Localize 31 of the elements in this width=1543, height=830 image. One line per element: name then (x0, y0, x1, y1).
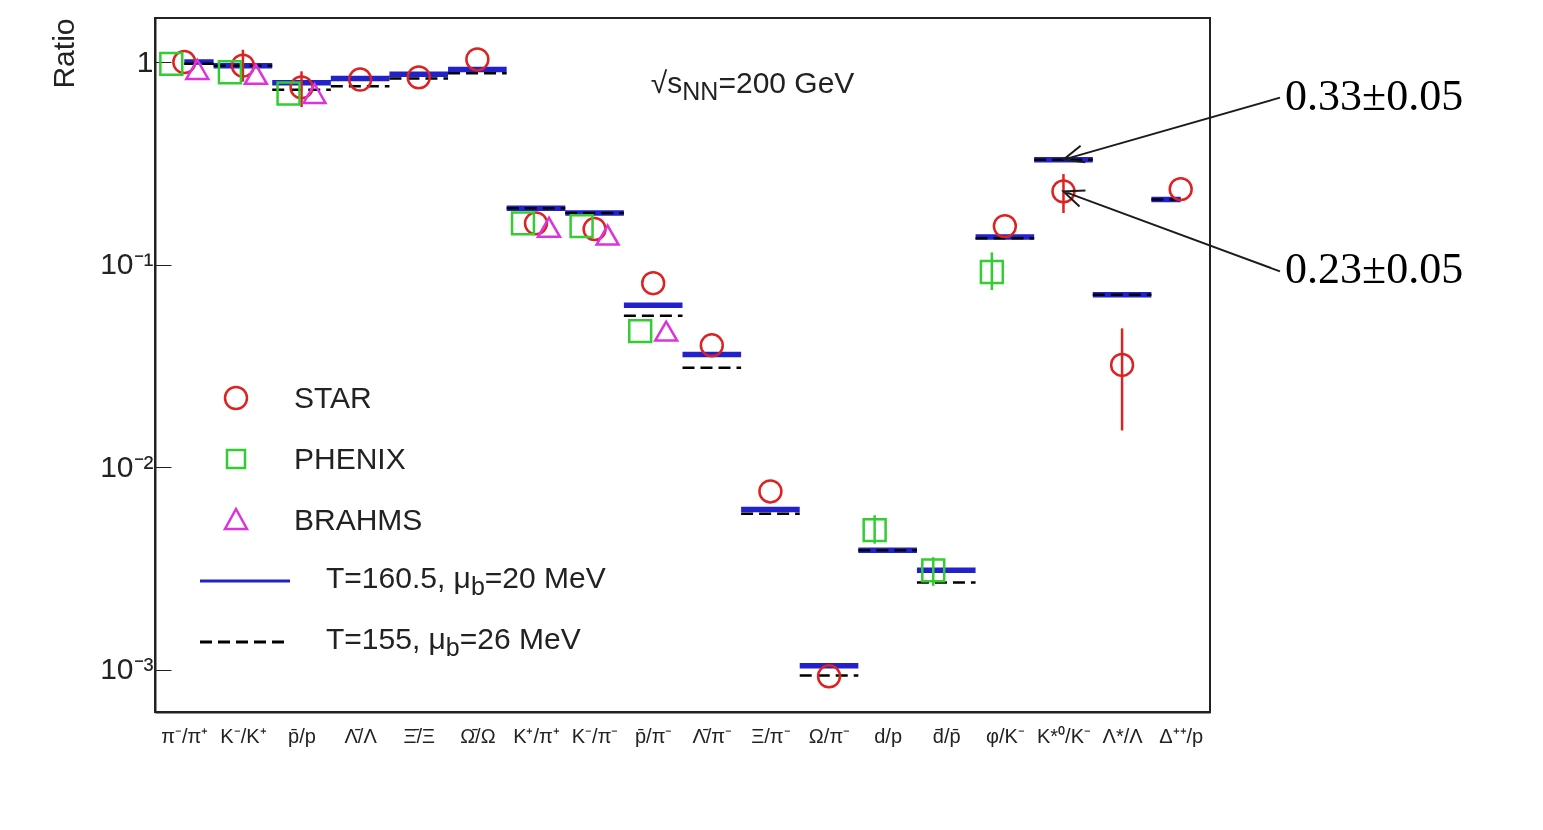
x-tick-label: K⁻/K⁺ (220, 724, 267, 747)
x-tick-label: d̄/p̄ (932, 724, 961, 747)
x-tick-label: p̄/π⁻ (634, 724, 673, 747)
annotation: √s$_{NN}$=200 GeV (650, 66, 855, 106)
y-tick-label: 1 (136, 44, 154, 78)
legend-label: T=155, μ$_{b}$=26 MeV (326, 621, 581, 662)
annotation: 0.33±0.05 (1285, 69, 1464, 121)
annotation: 0.23±0.05 (1285, 243, 1464, 295)
x-tick-label: Δ⁺⁺/p (1159, 724, 1204, 747)
x-tick-label: K⁺/π⁺ (513, 724, 560, 747)
legend-label: STAR (294, 380, 372, 415)
y-tick-label: 10⁻² (100, 449, 154, 483)
legend-label: PHENIX (294, 441, 406, 476)
x-tick-label: Ω̄/Ω (460, 724, 496, 747)
legend-label: BRAHMS (294, 502, 423, 537)
x-tick-label: d/p (874, 724, 903, 747)
x-tick-label: Ξ/π⁻ (751, 724, 791, 747)
x-tick-label: Ω/π⁻ (808, 724, 851, 747)
legend-label: T=160.5, μ$_{b}$=20 MeV (326, 560, 606, 601)
y-axis-title: Ratio (47, 18, 81, 89)
y-tick-label: 10⁻³ (100, 652, 154, 686)
x-tick-label: Λ*/Λ (1102, 724, 1144, 747)
y-tick-label: 10⁻¹ (100, 247, 154, 281)
x-tick-label: Λ̄/π⁻ (692, 724, 733, 747)
x-tick-label: K⁻/π⁻ (571, 724, 619, 747)
x-tick-label: p̄/p (288, 724, 316, 747)
x-tick-label: π⁻/π⁺ (161, 724, 209, 747)
x-tick-label: Ξ̄/Ξ (403, 724, 436, 747)
x-tick-label: φ/K⁻ (985, 724, 1025, 747)
x-tick-label: K*⁰/K⁻ (1036, 724, 1091, 747)
x-tick-label: Λ̄/Λ (344, 724, 378, 747)
